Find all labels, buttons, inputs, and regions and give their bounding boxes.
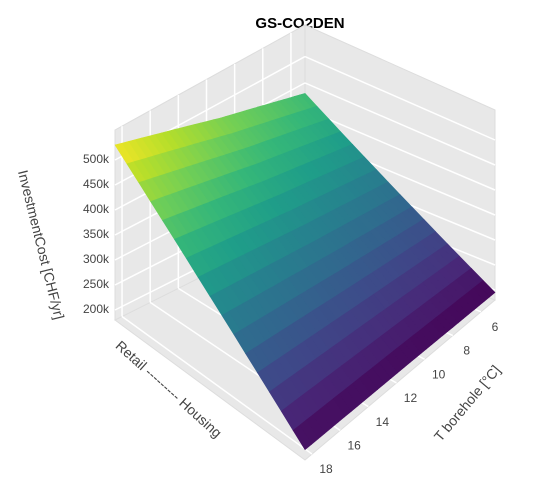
z-grid-line	[304, 55, 496, 141]
x-tick-label: 10	[432, 367, 446, 381]
x-tick-label: 12	[404, 391, 418, 405]
x-tick-label: 18	[319, 462, 333, 476]
x-tick-label: 6	[492, 320, 499, 334]
z-tick-label: 250k	[83, 277, 110, 291]
x-tick-label: 14	[376, 415, 390, 429]
z-tick-label: 450k	[83, 177, 110, 191]
x-grid-line	[121, 315, 313, 455]
z-grid-line	[304, 108, 496, 191]
x-tick-label: 16	[348, 439, 362, 453]
z-tick-label: 500k	[83, 152, 110, 166]
z-tick-label: 200k	[83, 302, 110, 316]
surface-patch	[292, 424, 312, 451]
z-tick-label: 350k	[83, 227, 110, 241]
z-grid-line	[304, 82, 496, 166]
z-tick-label: 400k	[83, 202, 110, 216]
surface	[114, 93, 496, 451]
x-tick-label: 8	[463, 344, 470, 358]
z-tick-label: 300k	[83, 252, 110, 266]
z-axis-title: InvestmentCost [CHF/yr]	[15, 168, 68, 321]
chart-title: GS-CO2DEN	[255, 15, 344, 32]
